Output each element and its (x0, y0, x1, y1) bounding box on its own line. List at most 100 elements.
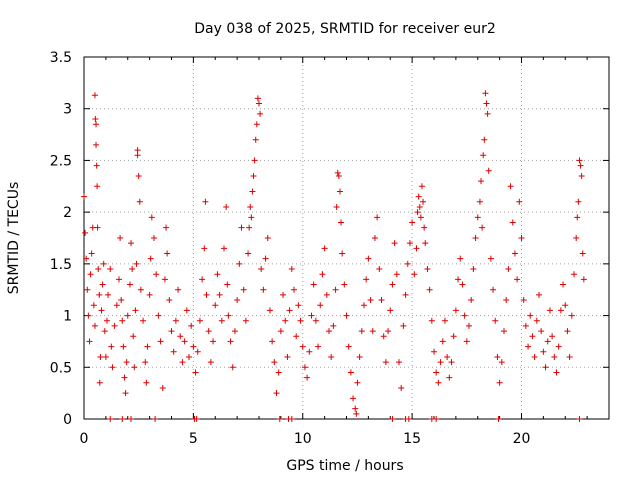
y-tick-label: 2 (63, 205, 72, 221)
data-point (214, 271, 221, 278)
data-point (480, 152, 487, 159)
data-point (564, 328, 571, 335)
data-point (393, 271, 400, 278)
data-point (121, 374, 128, 381)
data-point (354, 379, 361, 386)
data-point (207, 359, 214, 366)
data-point (240, 286, 247, 293)
data-point (301, 364, 308, 371)
data-point (100, 260, 107, 267)
data-point (93, 162, 100, 169)
data-point (93, 141, 100, 148)
data-point (152, 416, 159, 422)
data-point (288, 416, 295, 422)
data-point (474, 214, 481, 221)
data-point (433, 416, 440, 422)
data-point (202, 198, 209, 205)
data-point (578, 172, 585, 179)
data-point (227, 338, 234, 345)
data-point (472, 235, 479, 241)
data-point (507, 183, 514, 190)
data-point (264, 235, 271, 241)
data-point (310, 281, 317, 288)
data-point (479, 224, 486, 231)
data-point (406, 240, 413, 247)
data-point (85, 312, 92, 319)
data-point (242, 317, 249, 324)
data-point (420, 198, 427, 205)
data-point (81, 193, 87, 200)
data-point (549, 333, 556, 340)
data-point (124, 312, 131, 319)
x-tick-label: 20 (513, 431, 531, 447)
data-point (411, 271, 418, 278)
x-tick-label: 5 (189, 431, 198, 447)
data-point (157, 338, 164, 345)
data-point (448, 359, 455, 366)
data-point (560, 281, 567, 288)
data-point (140, 317, 147, 324)
data-point (284, 353, 291, 360)
data-points (81, 90, 587, 422)
data-point (170, 348, 177, 355)
data-point (84, 286, 91, 293)
data-point (218, 317, 225, 324)
y-tick-label: 3 (63, 102, 72, 118)
data-point (147, 255, 154, 262)
data-point (83, 255, 90, 262)
data-point (417, 214, 424, 221)
data-point (143, 379, 150, 386)
data-point (116, 276, 122, 283)
data-point (413, 245, 420, 252)
data-point (414, 209, 421, 216)
data-point (148, 214, 155, 221)
data-point (461, 312, 468, 319)
data-point (441, 317, 448, 324)
data-point (476, 198, 483, 205)
data-point (350, 395, 357, 402)
data-point (484, 110, 491, 117)
data-point (201, 245, 208, 252)
axis-ticks (83, 56, 609, 420)
data-point (538, 328, 545, 335)
data-point (271, 359, 278, 366)
data-point (288, 266, 295, 273)
data-point (323, 291, 330, 298)
data-point (494, 353, 501, 360)
data-point (573, 235, 580, 241)
data-point (102, 353, 109, 360)
data-point (319, 271, 326, 278)
data-point (363, 276, 370, 283)
data-point (97, 353, 104, 360)
x-tick-label: 0 (80, 431, 89, 447)
data-point (334, 169, 341, 176)
data-point (389, 281, 396, 288)
data-point (269, 338, 276, 345)
data-point (531, 353, 538, 360)
data-point (179, 359, 186, 366)
data-point (470, 266, 477, 273)
data-point (405, 416, 412, 422)
data-point (190, 343, 197, 350)
data-point (308, 312, 315, 319)
chart-title: Day 038 of 2025, SRMTID for receiver eur… (194, 21, 496, 37)
data-point (151, 235, 157, 241)
data-point (113, 302, 120, 309)
data-point (131, 364, 138, 371)
data-point (455, 276, 462, 283)
data-point (498, 359, 505, 366)
data-point (258, 266, 265, 273)
data-point (123, 359, 130, 366)
data-point (273, 390, 280, 397)
data-point (540, 348, 547, 355)
data-point (525, 343, 532, 350)
data-point (503, 297, 510, 304)
data-point (286, 307, 293, 314)
y-tick-labels: 0 0.5 1 1.5 2 2.5 3 3.5 (50, 50, 72, 428)
data-point (246, 224, 253, 231)
data-point (161, 276, 168, 283)
data-point (332, 286, 339, 293)
data-point (396, 359, 402, 366)
data-point (330, 322, 337, 329)
